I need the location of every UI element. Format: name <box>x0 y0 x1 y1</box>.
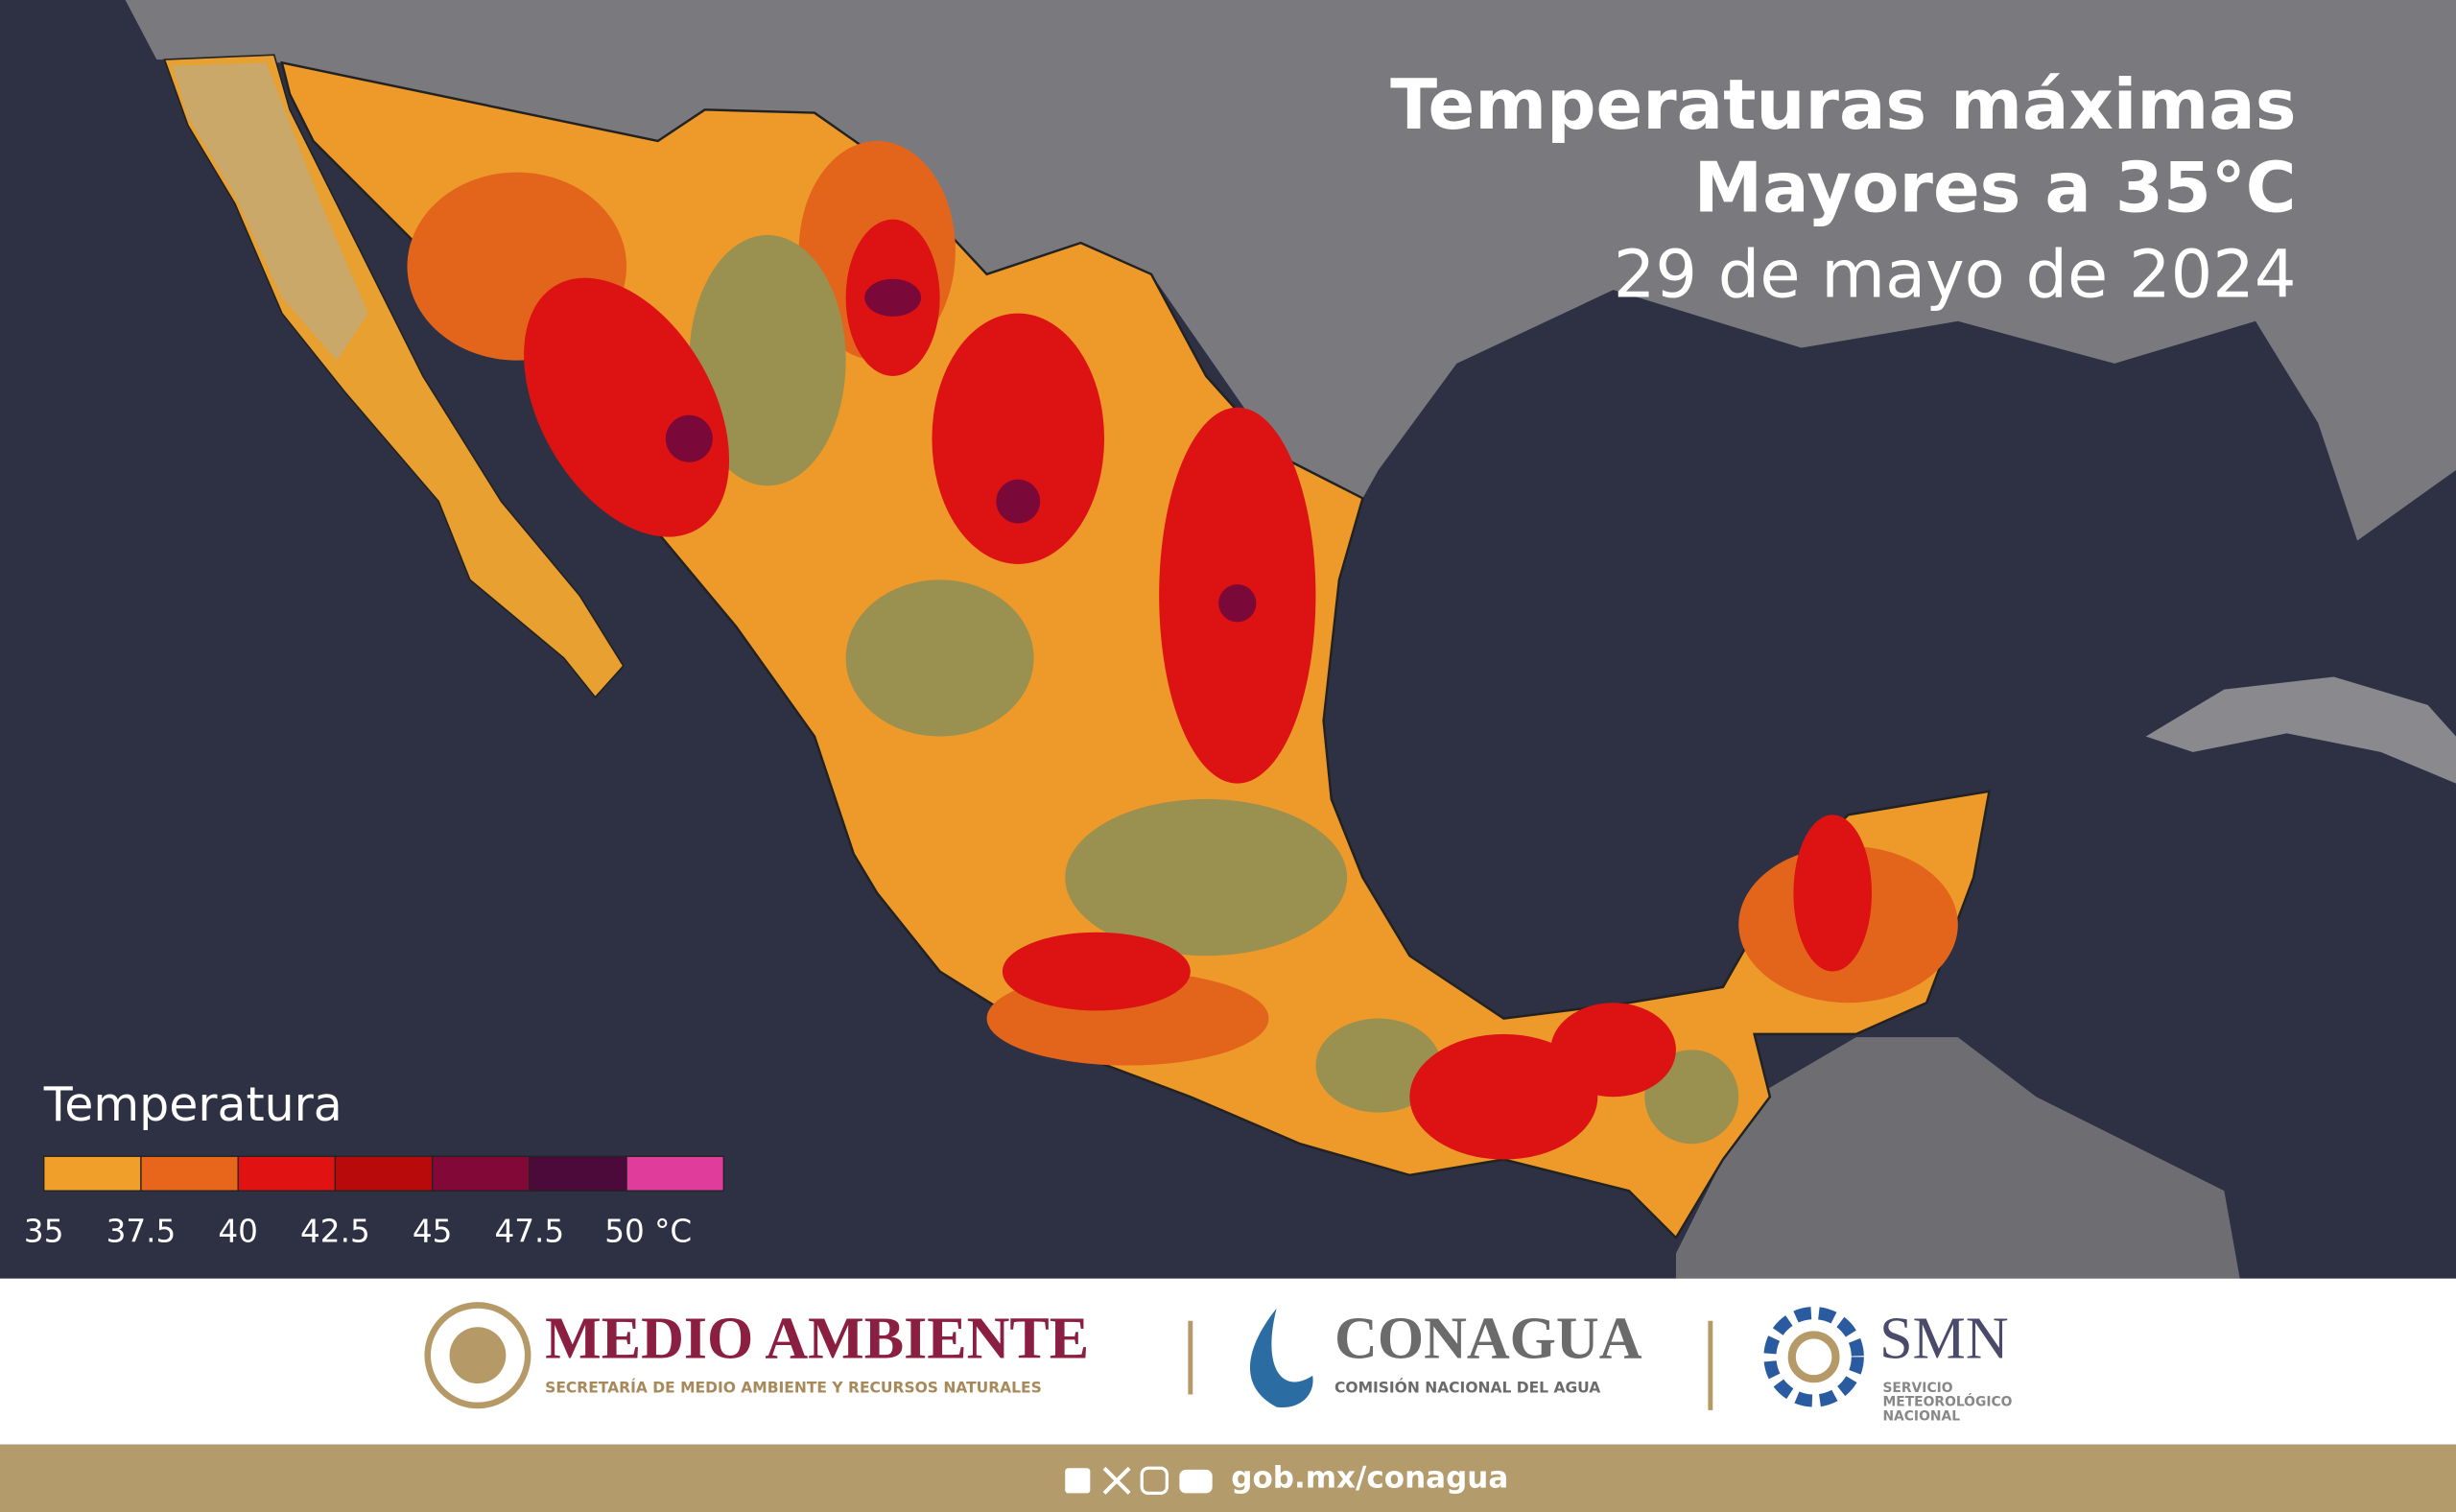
x-icon[interactable] <box>1102 1466 1131 1495</box>
legend-swatch <box>140 1155 239 1192</box>
footer <box>0 1278 2456 1445</box>
smn-logo-inner <box>1787 1331 1840 1383</box>
legend-swatch <box>237 1155 337 1192</box>
conagua-name: CONAGUA <box>1334 1306 1642 1371</box>
extreme-zones <box>665 278 1257 623</box>
medio-ambiente-subtitle: SECRETARÍA DE MEDIO AMBIENTE Y RECURSOS … <box>545 1378 1042 1396</box>
legend-tick-label: 45 <box>413 1213 453 1249</box>
emblem-center <box>449 1327 507 1384</box>
legend-swatch <box>529 1155 627 1192</box>
hot-zones <box>524 219 1873 1160</box>
conagua-logo <box>1249 1308 1313 1407</box>
smn-subtitle: SERVICIO <box>1882 1381 1952 1396</box>
subtitle: Mayores a 35°C <box>1694 147 2297 227</box>
url[interactable]: gob.mx/conagua <box>1231 1461 1508 1496</box>
facebook-icon[interactable] <box>1065 1468 1091 1494</box>
cuba <box>2145 676 2456 784</box>
smn-subtitle: NACIONAL <box>1882 1408 1960 1424</box>
legend-tick-label: 37.5 <box>106 1213 177 1249</box>
legend-tick-label: 40 <box>218 1213 258 1249</box>
us-land <box>125 0 2456 541</box>
smn-name: SMN <box>1879 1306 2008 1371</box>
legend-swatch <box>431 1155 531 1192</box>
medio-ambiente-name: MEDIO AMBIENTE <box>545 1306 1089 1371</box>
legend-swatch <box>43 1155 142 1192</box>
central-america <box>1675 1037 2240 1279</box>
smn-subtitle: METEOROLÓGICO <box>1882 1393 2012 1410</box>
legend-tick-label: 50 °C <box>604 1213 692 1249</box>
youtube-icon[interactable] <box>1179 1469 1213 1494</box>
instagram-icon[interactable] <box>1140 1466 1169 1496</box>
legend-tick-label: 47.5 <box>494 1213 564 1249</box>
emblem <box>424 1302 531 1409</box>
highland-zones <box>689 234 1739 1145</box>
legend-swatch <box>626 1155 724 1192</box>
bottom-bar <box>0 1444 2456 1512</box>
title: Temperaturas máximas <box>1390 64 2296 145</box>
social-icons[interactable] <box>1065 1466 1213 1496</box>
legend-tick-label: 35 <box>24 1213 64 1249</box>
smn-logo <box>1763 1307 1864 1407</box>
legend-title: Temperatura <box>43 1077 342 1132</box>
date: 29 de mayo de 2024 <box>1614 237 2297 314</box>
baja-desert <box>172 62 368 361</box>
legend: 35 37.5 40 42.5 45 47.5 50 °C <box>24 1155 724 1249</box>
legend-swatch <box>334 1155 434 1192</box>
conagua-subtitle: COMISIÓN NACIONAL DEL AGUA <box>1334 1378 1600 1396</box>
legend-tick-label: 42.5 <box>300 1213 370 1249</box>
